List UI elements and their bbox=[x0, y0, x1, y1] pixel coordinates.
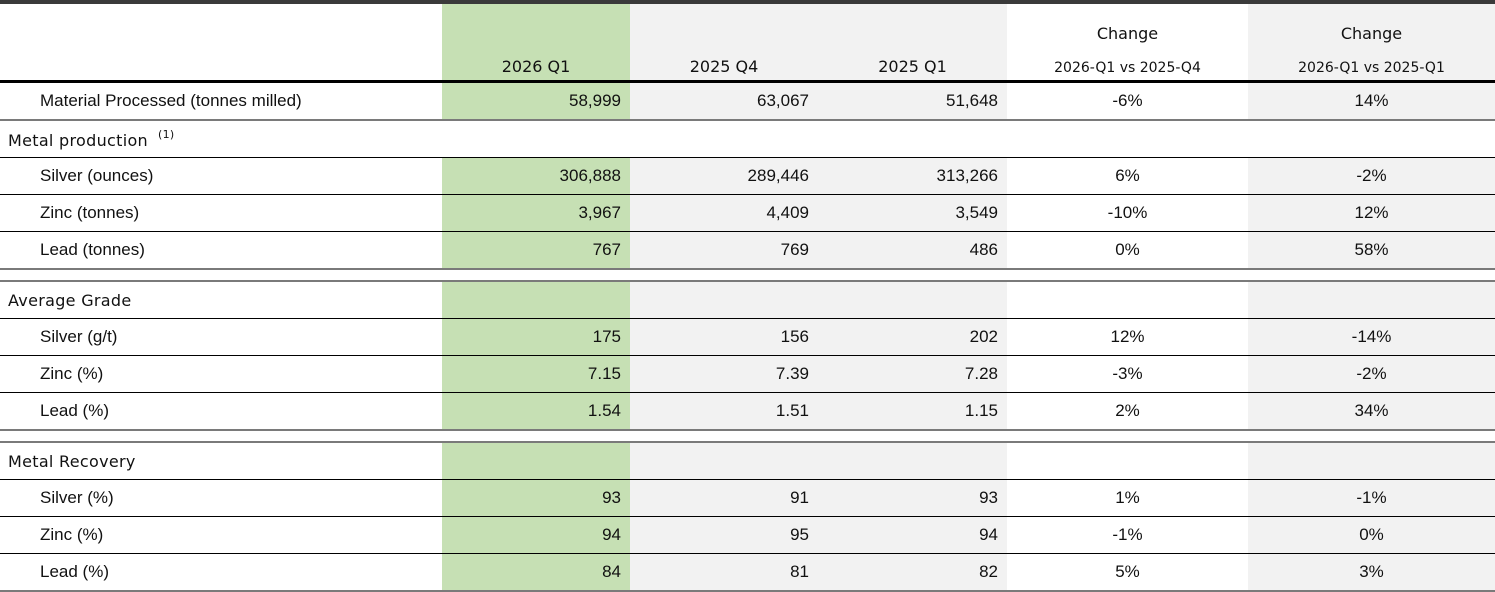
header-blank bbox=[0, 0, 442, 83]
cell: -1% bbox=[1248, 479, 1495, 517]
cell: 82 bbox=[818, 553, 1007, 592]
cell: 2% bbox=[1007, 392, 1248, 431]
cell: 12% bbox=[1248, 194, 1495, 232]
change-subtitle: 2026-Q1 vs 2025-Q1 bbox=[1298, 60, 1445, 76]
cell: 3,549 bbox=[818, 194, 1007, 232]
cell: -2% bbox=[1248, 157, 1495, 195]
cell: 7.15 bbox=[442, 355, 630, 393]
section-average-grade: Average Grade bbox=[0, 281, 1495, 319]
section-title: Metal Recovery bbox=[0, 442, 442, 480]
cell: 1.51 bbox=[630, 392, 818, 431]
cell: 1% bbox=[1007, 479, 1248, 517]
cell: 94 bbox=[818, 516, 1007, 554]
row-label: Zinc (%) bbox=[0, 516, 442, 554]
table-row: Silver (ounces) 306,888 289,446 313,266 6% -2… bbox=[0, 157, 1495, 195]
cell: 12% bbox=[1007, 318, 1248, 356]
cell: 94 bbox=[442, 516, 630, 554]
cell: 313,266 bbox=[818, 157, 1007, 195]
footnote-marker: (1) bbox=[157, 128, 175, 141]
header-row: 2026 Q1 2025 Q4 2025 Q1 Change 2026-Q1 vs… bbox=[0, 0, 1495, 83]
row-label: Lead (tonnes) bbox=[0, 231, 442, 270]
table-row: Zinc (%) 94 95 94 -1% 0% bbox=[0, 516, 1495, 554]
table-row-material: Material Processed (tonnes milled) 58,99… bbox=[0, 81, 1495, 121]
cell: 156 bbox=[630, 318, 818, 356]
cell: 7.39 bbox=[630, 355, 818, 393]
section-title-text: Metal production bbox=[8, 131, 148, 150]
col-2025q4: 2025 Q4 bbox=[630, 0, 818, 83]
cell: 767 bbox=[442, 231, 630, 270]
cell: 3% bbox=[1248, 553, 1495, 592]
cell: -2% bbox=[1248, 355, 1495, 393]
table-row: Silver (g/t) 175 156 202 12% -14% bbox=[0, 318, 1495, 356]
spacer-row bbox=[0, 269, 1495, 282]
cell: -3% bbox=[1007, 355, 1248, 393]
cell: 95 bbox=[630, 516, 818, 554]
col-2025q1: 2025 Q1 bbox=[818, 0, 1007, 83]
cell: 306,888 bbox=[442, 157, 630, 195]
cell: 7.28 bbox=[818, 355, 1007, 393]
row-label: Silver (g/t) bbox=[0, 318, 442, 356]
cell: 1.54 bbox=[442, 392, 630, 431]
cell: 5% bbox=[1007, 553, 1248, 592]
cell: 769 bbox=[630, 231, 818, 270]
row-label: Lead (%) bbox=[0, 392, 442, 431]
row-label: Silver (ounces) bbox=[0, 157, 442, 195]
cell: 0% bbox=[1007, 231, 1248, 270]
table-row: Lead (tonnes) 767 769 486 0% 58% bbox=[0, 231, 1495, 270]
col-change-qoq: Change 2026-Q1 vs 2025-Q4 bbox=[1007, 0, 1248, 83]
cell: 58,999 bbox=[442, 81, 630, 121]
row-label: Silver (%) bbox=[0, 479, 442, 517]
spacer-row bbox=[0, 430, 1495, 443]
section-metal-recovery: Metal Recovery bbox=[0, 442, 1495, 480]
table-row: Lead (%) 84 81 82 5% 3% bbox=[0, 553, 1495, 592]
cell: 63,067 bbox=[630, 81, 818, 121]
cell: 91 bbox=[630, 479, 818, 517]
cell: 58% bbox=[1248, 231, 1495, 270]
table-row: Zinc (%) 7.15 7.39 7.28 -3% -2% bbox=[0, 355, 1495, 393]
row-label: Zinc (%) bbox=[0, 355, 442, 393]
change-title: Change bbox=[1340, 24, 1403, 43]
cell: 0% bbox=[1248, 516, 1495, 554]
section-title: Metal production (1) bbox=[0, 120, 1495, 158]
cell: 51,648 bbox=[818, 81, 1007, 121]
cell: 84 bbox=[442, 553, 630, 592]
cell: 93 bbox=[442, 479, 630, 517]
cell: 81 bbox=[630, 553, 818, 592]
cell: 14% bbox=[1248, 81, 1495, 121]
section-metal-production: Metal production (1) bbox=[0, 120, 1495, 158]
section-title: Average Grade bbox=[0, 281, 442, 319]
change-subtitle: 2026-Q1 vs 2025-Q4 bbox=[1054, 60, 1201, 76]
cell: -6% bbox=[1007, 81, 1248, 121]
col-change-yoy: Change 2026-Q1 vs 2025-Q1 bbox=[1248, 0, 1495, 83]
table-row: Silver (%) 93 91 93 1% -1% bbox=[0, 479, 1495, 517]
table-row: Lead (%) 1.54 1.51 1.15 2% 34% bbox=[0, 392, 1495, 431]
col-2026q1: 2026 Q1 bbox=[442, 0, 630, 83]
cell: 202 bbox=[818, 318, 1007, 356]
cell: -14% bbox=[1248, 318, 1495, 356]
cell: 4,409 bbox=[630, 194, 818, 232]
cell: 486 bbox=[818, 231, 1007, 270]
cell: -1% bbox=[1007, 516, 1248, 554]
cell: 6% bbox=[1007, 157, 1248, 195]
cell: -10% bbox=[1007, 194, 1248, 232]
row-label: Lead (%) bbox=[0, 553, 442, 592]
change-title: Change bbox=[1096, 24, 1159, 43]
cell: 93 bbox=[818, 479, 1007, 517]
table-row: Zinc (tonnes) 3,967 4,409 3,549 -10% 12% bbox=[0, 194, 1495, 232]
cell: 1.15 bbox=[818, 392, 1007, 431]
cell: 34% bbox=[1248, 392, 1495, 431]
cell: 3,967 bbox=[442, 194, 630, 232]
row-label: Zinc (tonnes) bbox=[0, 194, 442, 232]
cell: 289,446 bbox=[630, 157, 818, 195]
cell: 175 bbox=[442, 318, 630, 356]
row-label: Material Processed (tonnes milled) bbox=[0, 81, 442, 121]
